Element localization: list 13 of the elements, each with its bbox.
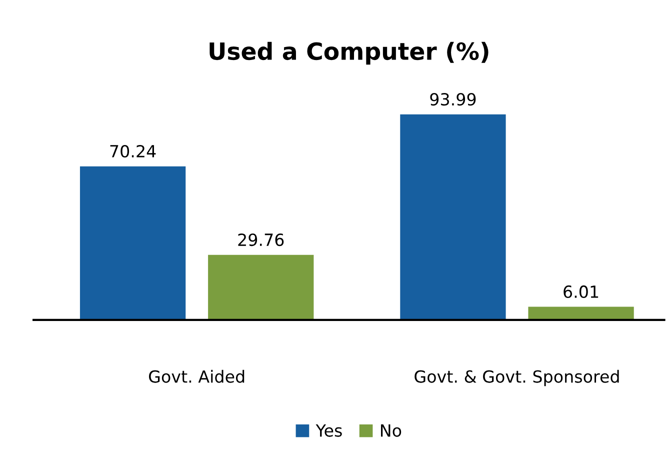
legend-label: Yes <box>316 424 342 437</box>
data-label: 70.24 <box>110 144 156 158</box>
data-label: 29.76 <box>238 233 284 246</box>
data-label: 6.01 <box>564 285 598 298</box>
x-tick-label: Govt. & Govt. Sponsored <box>414 370 619 386</box>
x-tick-label: Govt. Aided <box>148 370 244 383</box>
chart-title: Used a Computer (%) <box>210 42 488 65</box>
data-label: 93.99 <box>430 93 476 106</box>
bar <box>208 254 314 320</box>
legend-label: No <box>381 424 402 437</box>
bar <box>80 166 186 320</box>
bar <box>400 114 506 320</box>
bar <box>528 306 634 320</box>
